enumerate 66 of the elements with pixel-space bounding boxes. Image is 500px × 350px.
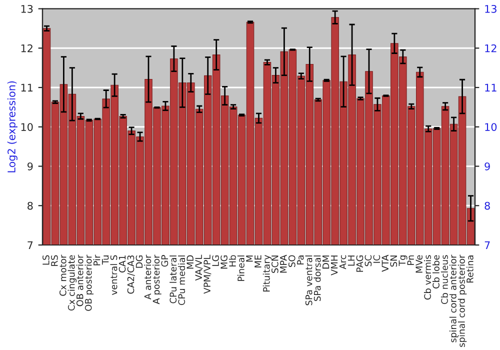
y2-tick-label: 12 (485, 44, 496, 52)
y2-tick-label: 11 (485, 84, 496, 92)
y2-tick-label: 9 (484, 162, 490, 170)
x-tick-label: CA1 (118, 256, 126, 272)
y-tick-label: 13 (21, 4, 33, 13)
x-tick-label: Arc (339, 255, 346, 270)
x-tick-label: Pir (93, 254, 100, 266)
y-axis-title: Log2 (expression) (7, 81, 18, 172)
x-tick-label: Pituitary (262, 254, 272, 292)
x-tick-label: spinal cord anterior (449, 254, 458, 342)
x-tick-label: Pn (407, 255, 414, 265)
x-tick-label: VTA (382, 254, 388, 272)
x-tick-label: SC (364, 255, 372, 266)
x-tick-label: MG (220, 255, 228, 269)
x-tick-label: PAG (356, 255, 364, 272)
x-tick-label: SN (390, 256, 398, 267)
x-tick-label: GP (161, 255, 168, 267)
x-tick-label: OB posterior (84, 254, 94, 311)
x-tick-label: DG (136, 255, 143, 268)
x-tick-label: Cb vermis (424, 255, 431, 300)
x-tick-label: LS (42, 255, 50, 265)
x-tick-label: A anterior (144, 254, 152, 300)
x-tick-label: M (246, 256, 253, 262)
x-tick-label: CPu medial (178, 256, 186, 306)
x-tick-label: Cb lobe (432, 255, 440, 288)
y-tick-label: 12 (21, 44, 32, 52)
x-tick-label: SPa ventral (305, 256, 312, 306)
x-tick-label: MD (186, 255, 194, 269)
y-tick-label: 8 (28, 202, 33, 210)
y-tick-label: 10 (21, 123, 33, 131)
x-tick-label: ME (254, 255, 262, 268)
y-tick-label: 9 (28, 162, 33, 170)
x-tick-label: VMH (330, 256, 338, 276)
y2-tick-label: 8 (484, 202, 490, 210)
x-tick-label: RS (51, 255, 58, 266)
y2-tick-label: 7 (484, 241, 490, 249)
x-tick-label: MVe (416, 255, 422, 273)
y-tick-label: 11 (21, 84, 33, 92)
x-tick-label: Cx motor (59, 254, 66, 296)
x-tick-label: DM (322, 256, 330, 269)
x-tick-label: CA2/CA3 (127, 255, 135, 294)
x-tick-label: ventral S (110, 255, 118, 295)
x-tick-label: Cb nucleus (440, 255, 448, 304)
x-tick-label: SCN (272, 256, 278, 273)
x-tick-label: Hb (228, 255, 236, 266)
x-tick-label: Pineal (237, 256, 244, 281)
x-tick-label: Cx cingulate (68, 255, 77, 311)
x-tick-label: LH (348, 256, 355, 266)
x-tick-label: OB anterior (76, 254, 84, 306)
x-tick-label: Retina (466, 256, 474, 283)
x-tick-label: CPu lateral (170, 256, 177, 304)
y-tick-label: 7 (28, 241, 33, 249)
x-tick-label: A posterior (152, 254, 162, 304)
x-tick-label: Tg (398, 256, 408, 266)
x-tick-label: spinal cord posterior (458, 254, 467, 347)
x-tick-label: SO (288, 255, 296, 267)
y2-tick-label: 13 (485, 4, 496, 13)
x-tick-label: LG (212, 255, 219, 266)
x-tick-label: MPA (280, 254, 287, 273)
y2-tick-label: 10 (485, 123, 497, 131)
x-tick-label: Tu (102, 256, 109, 265)
x-tick-label: VA/VL (195, 254, 203, 281)
x-tick-label: Pa (297, 256, 304, 264)
x-tick-label: SPa dorsal (314, 256, 321, 302)
x-tick-label: IC (373, 255, 380, 263)
x-tick-label: VPM/VPL (204, 254, 212, 294)
